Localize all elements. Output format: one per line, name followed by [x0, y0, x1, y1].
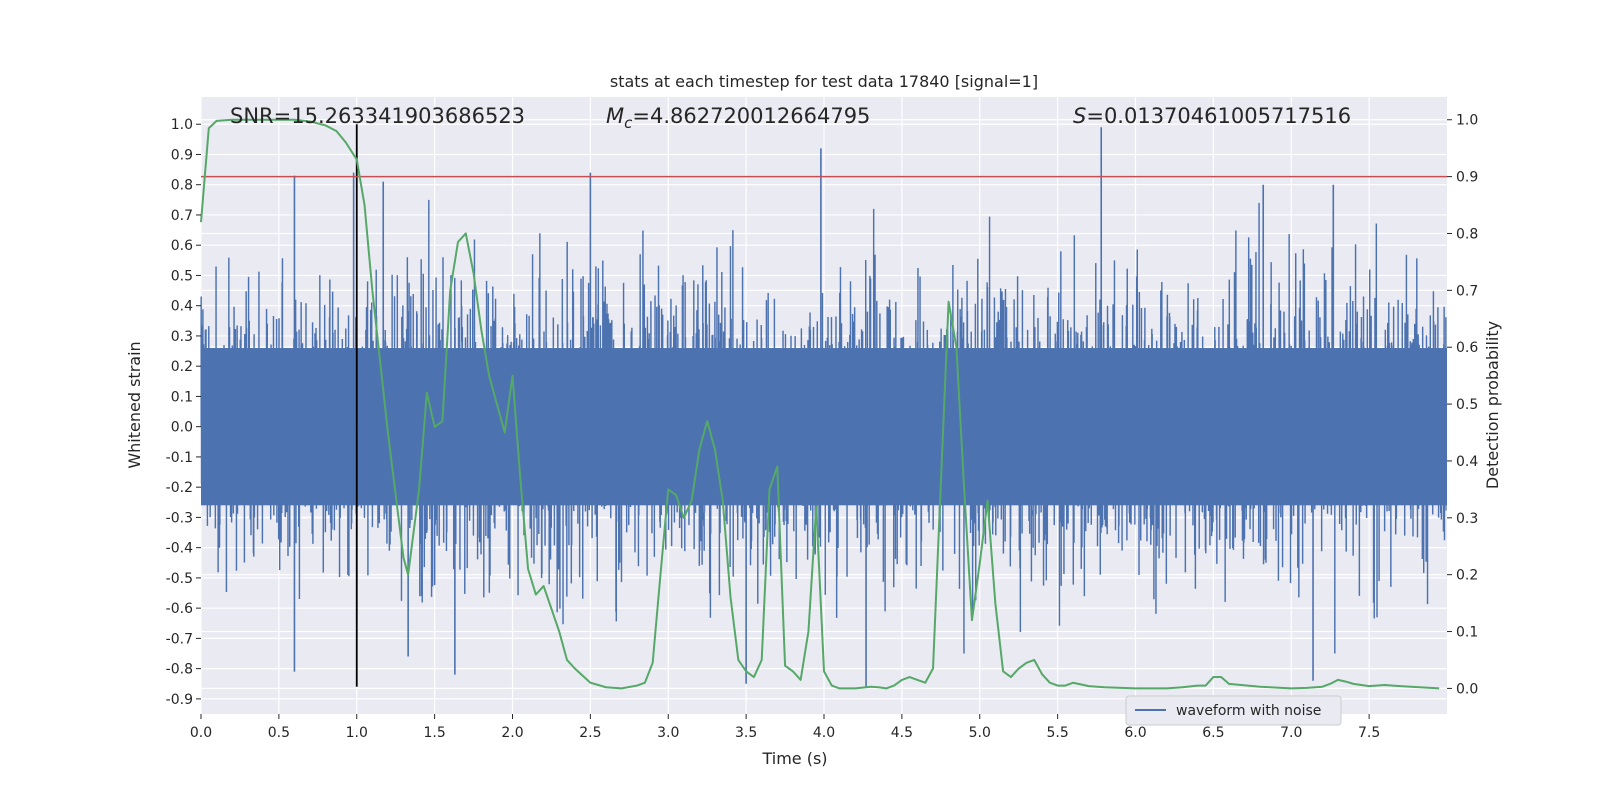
- x-tick-label: 6.0: [1124, 725, 1146, 741]
- x-tick-label: 1.5: [423, 725, 445, 741]
- axis-ticks: 0.0 0.5 1.0 1.5 2.0 2.5 3.0 3.5 4.0 4.5 5.0 5.5 6.0 6…: [166, 113, 1479, 741]
- detection-probability-line: [200, 118, 1440, 690]
- y-left-tick-label: 0.6: [171, 238, 193, 254]
- x-tick-label: 4.0: [813, 725, 835, 741]
- x-tick-label: 2.0: [501, 725, 523, 741]
- y-right-tick-label: 0.4: [1456, 454, 1478, 470]
- chart-title: stats at each timestep for test data 178…: [610, 72, 1038, 91]
- legend-box: [1125, 695, 1342, 726]
- mc-subscript: c: [624, 114, 633, 132]
- y-left-tick-label: -0.5: [166, 571, 193, 587]
- y-left-tick-label: 0.9: [171, 147, 193, 163]
- y-left-tick-label: 0.2: [171, 359, 193, 375]
- y-left-tick-label: 1.0: [171, 117, 193, 133]
- s-value: =0.01370461005717516: [1086, 104, 1351, 128]
- y-left-tick-label: 0.5: [171, 268, 193, 284]
- x-tick-label: 3.5: [735, 725, 757, 741]
- y-right-tick-label: 0.6: [1456, 340, 1478, 356]
- y-left-tick-label: 0.1: [171, 389, 193, 405]
- y-right-tick-label: 0.0: [1456, 681, 1478, 697]
- mc-annotation: Mc=4.862720012664795: [606, 104, 870, 132]
- x-tick-label: 0.0: [190, 725, 212, 741]
- y-left-tick-label: -0.9: [166, 692, 193, 708]
- y-right-tick-label: 1.0: [1456, 113, 1478, 129]
- y-left-tick-label: -0.3: [166, 510, 193, 526]
- y-right-tick-label: 0.9: [1456, 170, 1478, 186]
- y-left-tick-label: 0.7: [171, 208, 193, 224]
- y-axis-label-right: Detection probability: [1483, 321, 1502, 489]
- mc-value: =4.862720012664795: [632, 104, 870, 128]
- y-left-tick-label: 0.8: [171, 178, 193, 194]
- y-axis-label-left: Whitened strain: [125, 341, 144, 468]
- overlay-layer: [200, 118, 1447, 690]
- y-right-tick-label: 0.5: [1456, 397, 1478, 413]
- x-axis-label: Time (s): [761, 749, 827, 768]
- legend-label: waveform with noise: [1176, 703, 1321, 719]
- y-left-tick-label: -0.8: [166, 662, 193, 678]
- y-right-tick-label: 0.2: [1456, 568, 1478, 584]
- snr-annotation: SNR=15.263341903686523: [230, 104, 525, 128]
- y-left-tick-label: -0.2: [166, 480, 193, 496]
- x-tick-label: 5.5: [1046, 725, 1068, 741]
- y-left-tick-label: -0.1: [166, 450, 193, 466]
- x-tick-label: 0.5: [268, 725, 290, 741]
- x-tick-label: 6.5: [1202, 725, 1224, 741]
- y-left-tick-label: 0.3: [171, 329, 193, 345]
- y-left-tick-label: 0.0: [171, 420, 193, 436]
- mc-symbol: M: [606, 104, 624, 128]
- y-left-tick-label: -0.6: [166, 601, 193, 617]
- x-tick-label: 4.5: [891, 725, 913, 741]
- legend: waveform with noise: [1125, 695, 1342, 726]
- y-left-tick-label: -0.7: [166, 631, 193, 647]
- y-right-tick-label: 0.7: [1456, 283, 1478, 299]
- y-left-tick-label: -0.4: [166, 541, 193, 557]
- x-tick-label: 3.0: [657, 725, 679, 741]
- y-right-tick-label: 0.8: [1456, 226, 1478, 242]
- y-right-tick-label: 0.1: [1456, 625, 1478, 641]
- x-tick-label: 2.5: [579, 725, 601, 741]
- x-tick-label: 7.0: [1280, 725, 1302, 741]
- s-symbol: S: [1073, 104, 1086, 128]
- x-tick-label: 5.0: [969, 725, 991, 741]
- y-left-tick-label: 0.4: [171, 299, 193, 315]
- x-tick-label: 1.0: [346, 725, 368, 741]
- y-right-tick-label: 0.3: [1456, 511, 1478, 527]
- s-annotation: S=0.01370461005717516: [1073, 104, 1351, 128]
- x-tick-label: 7.5: [1358, 725, 1380, 741]
